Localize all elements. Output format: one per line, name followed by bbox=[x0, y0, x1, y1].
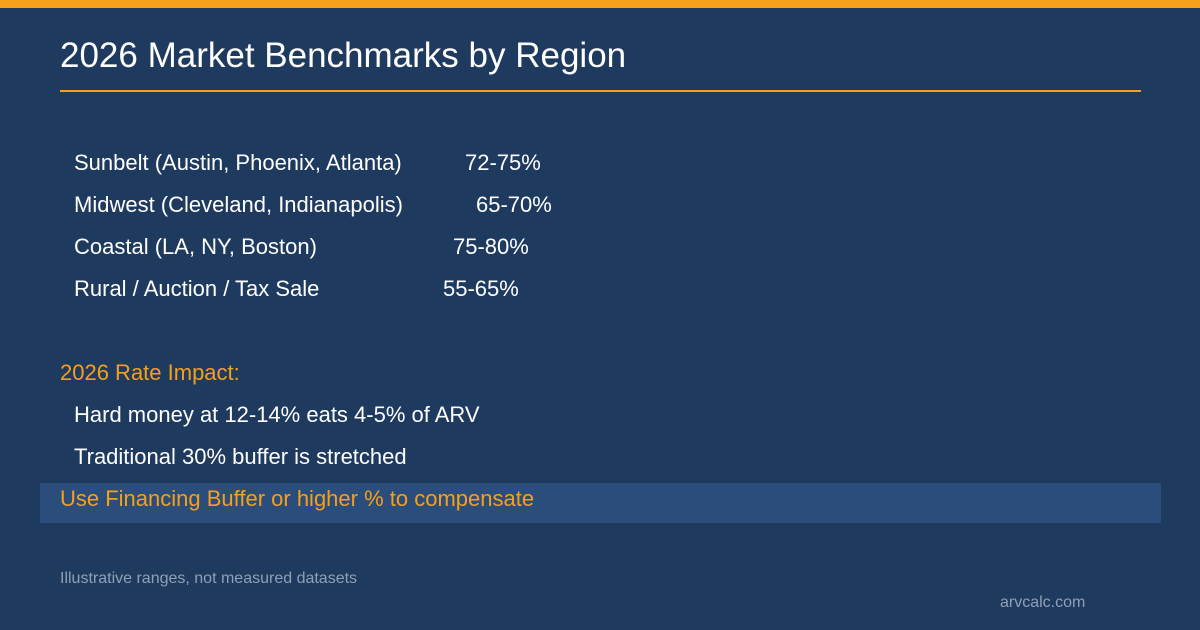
site-domain: arvcalc.com bbox=[1000, 594, 1086, 611]
title-divider bbox=[60, 90, 1141, 92]
region-name: Rural / Auction / Tax Sale bbox=[74, 276, 320, 301]
region-range: 55-65% bbox=[443, 276, 519, 301]
region-range: 65-70% bbox=[476, 192, 552, 217]
region-range: 72-75% bbox=[465, 150, 541, 175]
rate-impact-note-hard-money: Hard money at 12-14% eats 4-5% of ARV bbox=[74, 402, 480, 427]
rate-impact-heading: 2026 Rate Impact: bbox=[60, 360, 240, 385]
page-title: 2026 Market Benchmarks by Region bbox=[60, 36, 627, 75]
financing-buffer-callout: Use Financing Buffer or higher % to comp… bbox=[60, 486, 535, 511]
disclaimer-text: Illustrative ranges, not measured datase… bbox=[60, 570, 358, 587]
top-accent-bar bbox=[0, 0, 1200, 8]
rate-impact-note-buffer: Traditional 30% buffer is stretched bbox=[74, 444, 407, 469]
region-name: Coastal (LA, NY, Boston) bbox=[74, 234, 317, 259]
region-name: Sunbelt (Austin, Phoenix, Atlanta) bbox=[74, 150, 402, 175]
region-name: Midwest (Cleveland, Indianapolis) bbox=[74, 192, 403, 217]
highlight-band bbox=[40, 483, 1161, 523]
region-range: 75-80% bbox=[453, 234, 529, 259]
